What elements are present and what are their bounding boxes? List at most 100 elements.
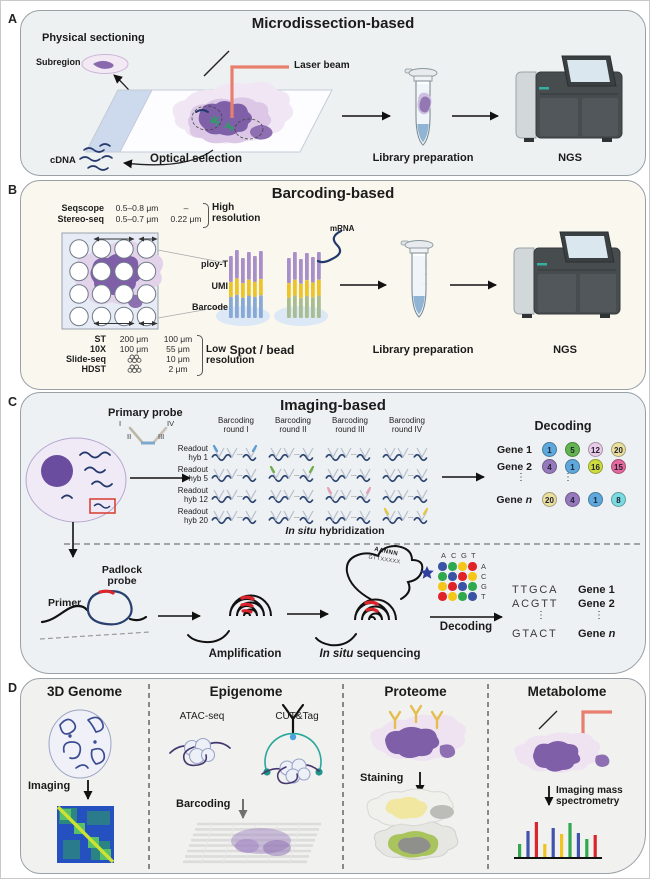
svg-text:...: ...: [294, 450, 300, 457]
atac-seq-label: ATAC-seq: [179, 711, 225, 722]
metabolome-art: [514, 710, 612, 773]
primary-probe-label: Primary probe: [108, 407, 183, 419]
gene-name: Gene 2: [496, 461, 532, 473]
hyb-cell: ...: [325, 468, 371, 483]
gene-name: Gene n: [578, 628, 616, 640]
ngs-machine-a: [515, 55, 623, 143]
ngs-label-b: NGS: [553, 344, 577, 356]
base-dot: [468, 592, 477, 601]
decoded-sequence: GTACT: [512, 628, 558, 640]
base-dot: [468, 562, 477, 571]
cdna-art: [79, 143, 214, 171]
spectrum-bar: [593, 835, 597, 858]
ellipsis-dots: ⋮: [536, 610, 546, 621]
code-circle: 12: [588, 442, 603, 457]
base-dot: [448, 562, 457, 571]
probe-numeral: II: [127, 432, 132, 441]
svg-text:...: ...: [294, 471, 300, 478]
acgt-letter: T: [471, 551, 476, 560]
hyb-cell: ...: [268, 489, 314, 504]
code-circle: 16: [588, 459, 603, 474]
acgt-letter: A: [441, 551, 447, 560]
laser-beam-label: Laser beam: [294, 60, 350, 71]
tube-b: [400, 239, 434, 318]
mass-spectrum: [510, 814, 606, 867]
hyb-caption: In situ hybridization: [285, 525, 385, 537]
decoding-title: Decoding: [534, 419, 592, 433]
base-dot: [458, 582, 467, 591]
hyb-cell: ...: [325, 447, 371, 462]
ellipsis-dots: ⋮: [516, 472, 526, 483]
panel-b-title: Barcoding-based: [271, 185, 395, 202]
spot-grid-art: [61, 232, 227, 330]
spectrum-bar: [576, 833, 580, 858]
acgt-letter: G: [481, 582, 487, 591]
title-epigenome: Epigenome: [209, 684, 283, 699]
gene-name: Gene 1: [496, 444, 532, 456]
decoded-sequence: ACGTT: [512, 598, 559, 610]
spectrum-bar: [534, 822, 538, 858]
decoding-arrow-label: Decoding: [439, 621, 493, 633]
panel-letter-c: C: [8, 395, 18, 409]
gene-name: Gene 2: [578, 598, 615, 610]
ngs-machine-b: [513, 231, 621, 319]
stained-tissue-art: [366, 788, 459, 860]
spectrum-bar: [560, 834, 564, 858]
barcoding-label: Barcoding: [176, 798, 231, 810]
padlock-probe-label: Padlock probe: [101, 564, 143, 588]
physical-sectioning-label: Physical sectioning: [42, 32, 145, 44]
cut-and-tag-art: [261, 703, 323, 785]
probe-numeral: III: [158, 432, 165, 441]
svg-text:...: ...: [351, 492, 357, 499]
hyb-cell: ...: [211, 510, 257, 525]
acgt-letter: C: [451, 551, 457, 560]
svg-text:...: ...: [237, 450, 243, 457]
bead-cluster-icon: [127, 354, 141, 363]
resolution-row: ST 200 μm 100 μm: [94, 334, 193, 344]
umi-label: UMI: [211, 281, 229, 291]
hyb-cell: ...: [211, 489, 257, 504]
resolution-row: 10X 100 μm 55 μm: [89, 344, 190, 354]
spectrum-plot: [514, 822, 602, 859]
base-dot: [458, 592, 467, 601]
base-dot: [468, 572, 477, 581]
spectrum-bar: [518, 844, 522, 858]
subregion-art: [81, 54, 137, 99]
cut-and-tag-label: CUT&Tag: [275, 711, 319, 722]
code-circle: 4: [542, 459, 557, 474]
title-3d-genome: 3D Genome: [46, 684, 123, 699]
svg-text:...: ...: [351, 450, 357, 457]
base-dot: [438, 562, 447, 571]
gene-name: Gene n: [496, 494, 532, 506]
round-header: Barcoding round II: [274, 416, 312, 434]
svg-text:...: ...: [294, 513, 300, 520]
svg-text:...: ...: [408, 492, 414, 499]
hyb-cell: ...: [382, 489, 428, 504]
panel-letter-b: B: [8, 183, 18, 197]
resolution-row: HDST 2 μm: [81, 364, 188, 374]
spectrum-bar: [585, 839, 589, 858]
acgt-letter: T: [481, 592, 486, 601]
hyb-cell: ...: [268, 447, 314, 462]
spectrum-bar: [568, 823, 572, 858]
code-circle: 4: [565, 492, 580, 507]
low-res-caption: Low resolution: [206, 344, 255, 366]
panel-c-title: Imaging-based: [280, 397, 386, 414]
svg-text:...: ...: [408, 513, 414, 520]
panel-letter-d: D: [8, 681, 18, 695]
spot-bead-art: [216, 250, 328, 326]
gene-decoding-rows: Gene 1 1 5 12 20 Gene 2 4 1 16 15 Gene n 20 4 1 8 ⋮ ⋮: [488, 442, 638, 514]
svg-text:...: ...: [237, 471, 243, 478]
library-prep-label-a: Library preparation: [372, 152, 474, 164]
acgt-letter: C: [481, 572, 487, 581]
bead-cluster-icon: [127, 364, 141, 373]
code-circle: 8: [611, 492, 626, 507]
tube-a: [404, 67, 438, 146]
mrna-label: mRNA: [330, 224, 355, 233]
base-dot: [438, 592, 447, 601]
ims-label: Imaging mass spectrometry: [556, 785, 623, 807]
resolution-row: Slide-seq 10 μm: [65, 354, 190, 364]
hyb-cell: ...: [268, 465, 315, 483]
